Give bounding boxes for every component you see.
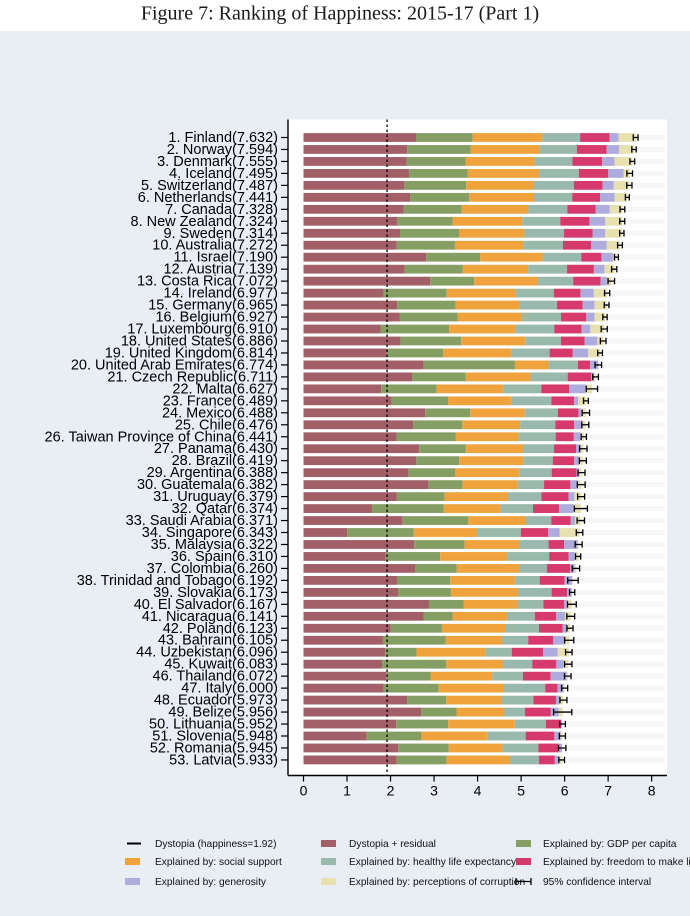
svg-text:7: 7 bbox=[604, 783, 612, 799]
svg-text:5: 5 bbox=[517, 783, 525, 799]
svg-text:48. Ecuador(5.973): 48. Ecuador(5.973) bbox=[154, 693, 278, 709]
svg-text:Figure 7: Ranking of Happiness: Figure 7: Ranking of Happiness: 2015-17 … bbox=[141, 3, 539, 25]
svg-text:47. Italy(6.000): 47. Italy(6.000) bbox=[181, 681, 278, 697]
svg-text:3. Denmark(7.555): 3. Denmark(7.555) bbox=[157, 154, 278, 170]
svg-text:19. United Kingdom(6.814): 19. United Kingdom(6.814) bbox=[105, 345, 278, 361]
svg-text:49. Belize(5.956): 49. Belize(5.956) bbox=[168, 705, 278, 721]
svg-text:11. Israel(7.190): 11. Israel(7.190) bbox=[173, 250, 278, 266]
svg-text:Explained by: freedom to make: Explained by: freedom to make life choic… bbox=[543, 857, 690, 868]
svg-text:40. El Salvador(6.167): 40. El Salvador(6.167) bbox=[134, 597, 278, 613]
svg-text:45. Kuwait(6.083): 45. Kuwait(6.083) bbox=[164, 657, 278, 673]
svg-text:2. Norway(7.594): 2. Norway(7.594) bbox=[167, 142, 278, 158]
svg-text:22. Malta(6.627): 22. Malta(6.627) bbox=[172, 381, 278, 397]
svg-text:52. Romania(5.945): 52. Romania(5.945) bbox=[150, 740, 278, 756]
svg-text:0: 0 bbox=[300, 783, 308, 799]
svg-text:16. Belgium(6.927): 16. Belgium(6.927) bbox=[155, 310, 278, 326]
svg-text:31. Uruguay(6.379): 31. Uruguay(6.379) bbox=[153, 489, 278, 505]
svg-text:Explained by: GDP per capita: Explained by: GDP per capita bbox=[543, 839, 677, 850]
svg-text:9. Sweden(7.314): 9. Sweden(7.314) bbox=[164, 226, 278, 242]
svg-text:33. Saudi Arabia(6.371): 33. Saudi Arabia(6.371) bbox=[126, 513, 278, 529]
svg-text:27. Panama(6.430): 27. Panama(6.430) bbox=[154, 441, 278, 457]
svg-text:46. Thailand(6.072): 46. Thailand(6.072) bbox=[153, 669, 279, 685]
svg-text:51. Slovenia(5.948): 51. Slovenia(5.948) bbox=[152, 729, 278, 745]
svg-text:39. Slovakia(6.173): 39. Slovakia(6.173) bbox=[153, 585, 278, 601]
svg-text:17. Luxembourg(6.910): 17. Luxembourg(6.910) bbox=[127, 322, 278, 338]
svg-text:12. Austria(7.139): 12. Austria(7.139) bbox=[164, 262, 278, 278]
svg-text:44. Uzbekistan(6.096): 44. Uzbekistan(6.096) bbox=[136, 645, 278, 661]
svg-text:41. Nicaragua(6.141): 41. Nicaragua(6.141) bbox=[142, 609, 278, 625]
svg-text:50. Lithuania(5.952): 50. Lithuania(5.952) bbox=[149, 717, 278, 733]
svg-text:29. Argentina(6.388): 29. Argentina(6.388) bbox=[147, 465, 278, 481]
svg-text:21. Czech Republic(6.711): 21. Czech Republic(6.711) bbox=[107, 369, 278, 385]
svg-text:14. Ireland(6.977): 14. Ireland(6.977) bbox=[164, 286, 278, 302]
svg-text:25. Chile(6.476): 25. Chile(6.476) bbox=[175, 417, 278, 433]
svg-text:Dystopia + residual: Dystopia + residual bbox=[349, 839, 436, 850]
svg-text:43. Bahrain(6.105): 43. Bahrain(6.105) bbox=[158, 633, 278, 649]
svg-text:37. Colombia(6.260): 37. Colombia(6.260) bbox=[147, 561, 278, 577]
svg-text:4. Iceland(7.495): 4. Iceland(7.495) bbox=[169, 166, 278, 182]
svg-text:24. Mexico(6.488): 24. Mexico(6.488) bbox=[162, 405, 278, 421]
svg-text:6: 6 bbox=[561, 783, 569, 799]
svg-text:38. Trinidad and Tobago(6.192): 38. Trinidad and Tobago(6.192) bbox=[77, 573, 278, 589]
svg-text:23. France(6.489): 23. France(6.489) bbox=[163, 393, 278, 409]
svg-text:20. United Arab Emirates(6.774: 20. United Arab Emirates(6.774) bbox=[71, 357, 278, 373]
svg-text:34. Singapore(6.343): 34. Singapore(6.343) bbox=[142, 525, 278, 541]
svg-text:35. Malaysia(6.322): 35. Malaysia(6.322) bbox=[151, 537, 278, 553]
svg-text:Explained by: social support: Explained by: social support bbox=[155, 857, 282, 868]
svg-text:8: 8 bbox=[648, 783, 656, 799]
svg-text:2: 2 bbox=[387, 783, 395, 799]
svg-text:Explained by: perceptions of c: Explained by: perceptions of corruption bbox=[349, 877, 525, 888]
svg-text:10. Australia(7.272): 10. Australia(7.272) bbox=[152, 238, 278, 254]
svg-text:15. Germany(6.965): 15. Germany(6.965) bbox=[148, 298, 278, 314]
svg-text:42. Poland(6.123): 42. Poland(6.123) bbox=[163, 621, 278, 637]
svg-text:30. Guatemala(6.382): 30. Guatemala(6.382) bbox=[137, 477, 278, 493]
svg-text:Explained by: generosity: Explained by: generosity bbox=[155, 877, 267, 888]
svg-text:18. United States(6.886): 18. United States(6.886) bbox=[121, 333, 278, 349]
svg-text:3: 3 bbox=[430, 783, 438, 799]
svg-text:Explained by: healthy life exp: Explained by: healthy life expectancy bbox=[349, 857, 517, 868]
svg-text:6. Netherlands(7.441): 6. Netherlands(7.441) bbox=[138, 190, 278, 206]
svg-text:28. Brazil(6.419): 28. Brazil(6.419) bbox=[172, 453, 278, 469]
svg-text:1. Finland(7.632): 1. Finland(7.632) bbox=[168, 130, 278, 146]
svg-text:13. Costa Rica(7.072): 13. Costa Rica(7.072) bbox=[137, 274, 278, 290]
svg-text:1: 1 bbox=[343, 783, 351, 799]
svg-text:7. Canada(7.328): 7. Canada(7.328) bbox=[165, 202, 278, 218]
svg-text:53. Latvia(5.933): 53. Latvia(5.933) bbox=[169, 752, 278, 768]
svg-text:Dystopia (happiness=1.92): Dystopia (happiness=1.92) bbox=[155, 839, 276, 850]
svg-text:4: 4 bbox=[474, 783, 482, 799]
svg-text:5. Switzerland(7.487): 5. Switzerland(7.487) bbox=[141, 178, 278, 194]
svg-text:32. Qatar(6.374): 32. Qatar(6.374) bbox=[172, 501, 278, 517]
svg-text:36. Spain(6.310): 36. Spain(6.310) bbox=[171, 549, 278, 565]
svg-text:8. New Zealand(7.324): 8. New Zealand(7.324) bbox=[131, 214, 279, 230]
svg-text:95% confidence interval: 95% confidence interval bbox=[543, 877, 651, 888]
svg-text:26. Taiwan Province of China(6: 26. Taiwan Province of China(6.441) bbox=[45, 429, 278, 445]
